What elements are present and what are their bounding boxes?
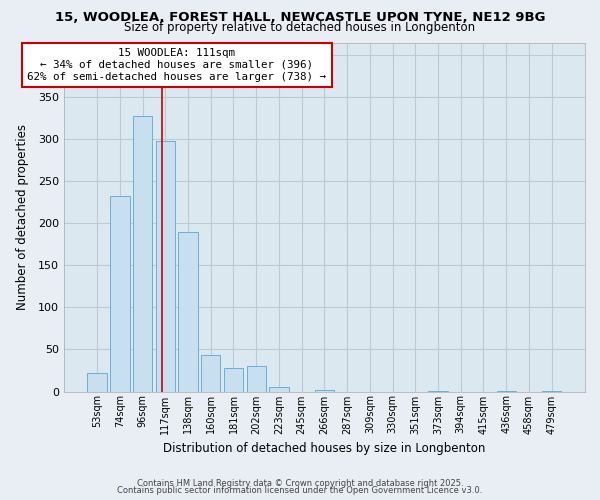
Text: Contains HM Land Registry data © Crown copyright and database right 2025.: Contains HM Land Registry data © Crown c…: [137, 478, 463, 488]
Y-axis label: Number of detached properties: Number of detached properties: [16, 124, 29, 310]
Bar: [247, 366, 266, 392]
Bar: [269, 388, 289, 392]
Bar: [315, 390, 334, 392]
Bar: [155, 141, 175, 392]
Bar: [88, 373, 107, 392]
Text: 15, WOODLEA, FOREST HALL, NEWCASTLE UPON TYNE, NE12 9BG: 15, WOODLEA, FOREST HALL, NEWCASTLE UPON…: [55, 11, 545, 24]
Bar: [201, 354, 220, 392]
Bar: [428, 390, 448, 392]
Bar: [133, 116, 152, 392]
Text: 15 WOODLEA: 111sqm
← 34% of detached houses are smaller (396)
62% of semi-detach: 15 WOODLEA: 111sqm ← 34% of detached hou…: [27, 48, 326, 82]
Text: Size of property relative to detached houses in Longbenton: Size of property relative to detached ho…: [124, 22, 476, 35]
Bar: [542, 390, 562, 392]
Text: Contains public sector information licensed under the Open Government Licence v3: Contains public sector information licen…: [118, 486, 482, 495]
X-axis label: Distribution of detached houses by size in Longbenton: Distribution of detached houses by size …: [163, 442, 485, 455]
Bar: [497, 390, 516, 392]
Bar: [224, 368, 243, 392]
Bar: [178, 232, 197, 392]
Bar: [110, 196, 130, 392]
